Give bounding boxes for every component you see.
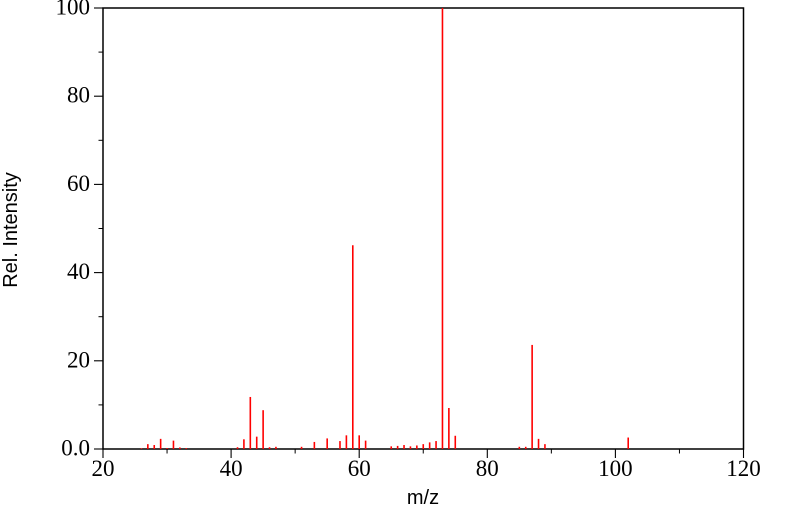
svg-text:20: 20 <box>92 456 115 481</box>
svg-text:80: 80 <box>476 456 499 481</box>
svg-text:80: 80 <box>67 83 90 108</box>
svg-text:m/z: m/z <box>407 487 439 509</box>
svg-text:0.0: 0.0 <box>61 436 90 461</box>
svg-text:100: 100 <box>598 456 633 481</box>
svg-text:20: 20 <box>67 347 90 372</box>
svg-text:60: 60 <box>348 456 371 481</box>
svg-text:Rel. Intensity: Rel. Intensity <box>0 172 22 288</box>
svg-text:40: 40 <box>220 456 243 481</box>
svg-text:100: 100 <box>56 0 91 20</box>
svg-text:40: 40 <box>67 259 90 284</box>
svg-text:120: 120 <box>726 456 761 481</box>
svg-text:60: 60 <box>67 171 90 196</box>
